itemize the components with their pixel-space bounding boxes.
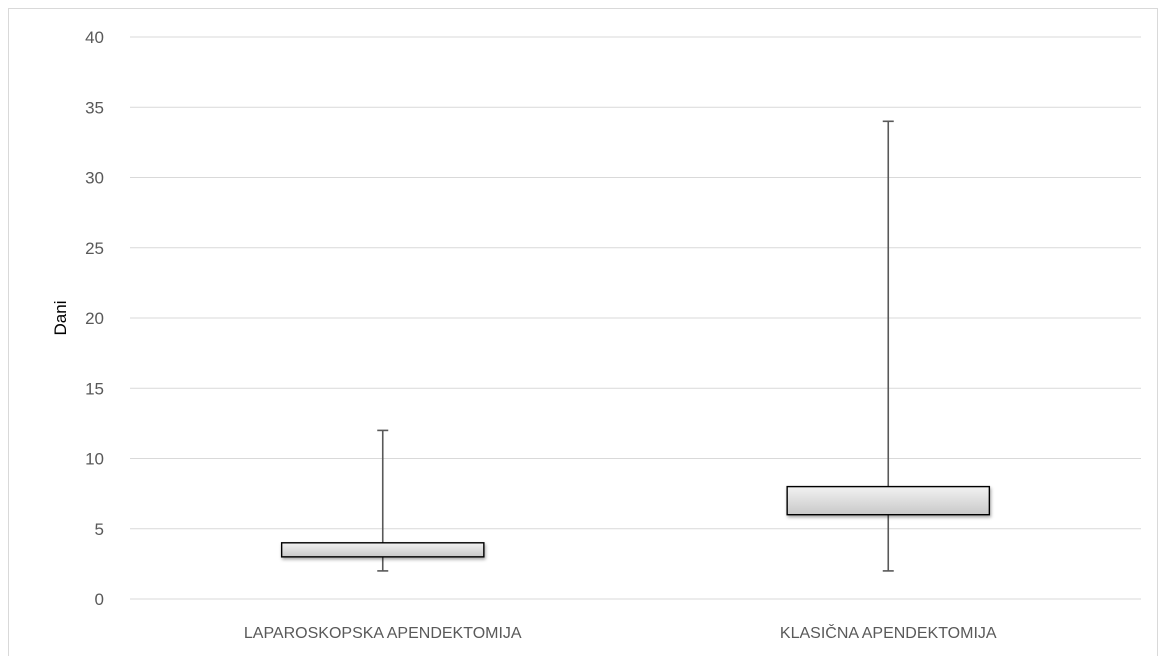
y-tick-label: 40 [85,28,104,47]
box-group-1 [280,429,485,572]
chart-frame [8,8,1158,656]
box-iqr [280,542,485,558]
box-iqr [786,485,991,516]
x-category-label: LAPAROSKOPSKA APENDEKTOMIJA [244,625,522,642]
x-axis-category-labels: LAPAROSKOPSKA APENDEKTOMIJA KLASIČNA APEN… [244,623,997,642]
y-tick-label: 20 [85,309,104,328]
y-tick-label: 30 [85,169,104,188]
y-axis-title: Dani [51,301,70,336]
box-series [280,120,991,572]
y-tick-label: 35 [85,98,104,117]
y-tick-label: 15 [85,379,104,398]
y-tick-label: 10 [85,450,104,469]
y-axis-tick-labels: 0 5 10 15 20 25 30 35 40 [85,28,104,609]
y-tick-label: 5 [95,520,104,539]
box-group-2 [786,120,991,572]
y-tick-label: 25 [85,239,104,258]
y-tick-label: 0 [95,590,104,609]
x-category-label: KLASIČNA APENDEKTOMIJA [780,623,997,642]
gridlines [130,36,1141,600]
